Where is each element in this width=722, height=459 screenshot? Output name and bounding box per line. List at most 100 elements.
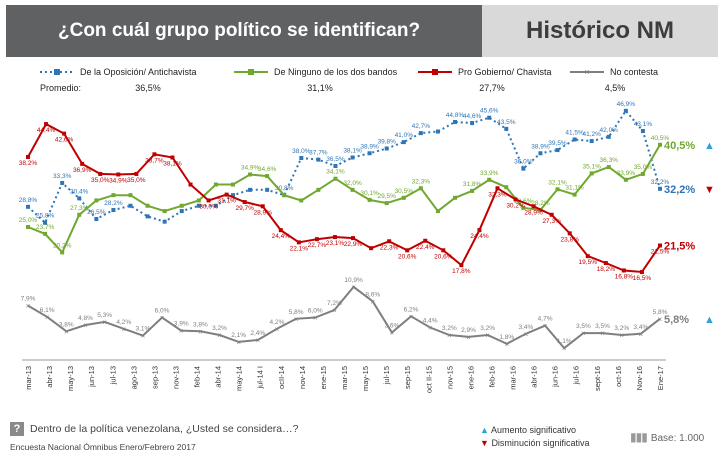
point-3-10: × xyxy=(217,331,222,340)
point-1-22 xyxy=(401,195,406,200)
point-1-3 xyxy=(77,212,82,217)
point-0-28 xyxy=(504,126,509,131)
point-3-3: × xyxy=(83,321,88,330)
data-label-0-28: 43,5% xyxy=(497,119,516,126)
data-label-3-25: 1,8% xyxy=(499,334,514,341)
point-1-18 xyxy=(333,176,338,181)
point-2-1 xyxy=(44,122,49,127)
data-label-2-10: 30,0% xyxy=(199,203,218,210)
question-text: Dentro de la política venezolana, ¿Usted… xyxy=(30,423,299,435)
brand-label: Histórico NM xyxy=(482,5,718,57)
point-2-30 xyxy=(567,231,572,236)
point-1-24 xyxy=(435,209,440,214)
point-3-1: × xyxy=(45,313,50,322)
point-0-17 xyxy=(316,157,321,162)
question-note: ? Dentro de la política venezolana, ¿Uste… xyxy=(10,422,298,436)
point-0-36 xyxy=(640,128,645,133)
point-1-21 xyxy=(384,201,389,206)
question-icon: ? xyxy=(10,422,24,436)
point-0-14 xyxy=(265,187,270,192)
data-label-1-21: 29,5% xyxy=(377,193,396,200)
point-2-33 xyxy=(621,268,626,273)
data-label-0-1: 25,8% xyxy=(36,213,55,220)
significance-legend: ▲ Aumento significativo ▼ Disminución si… xyxy=(480,424,589,450)
final-label-2: 21,5% xyxy=(664,241,695,253)
data-label-0-34: 42,0% xyxy=(600,127,619,134)
point-3-27: × xyxy=(543,322,548,331)
point-1-15 xyxy=(282,193,287,198)
data-label-3-1: 6,1% xyxy=(40,307,55,314)
point-0-12 xyxy=(230,193,235,198)
point-0-4 xyxy=(94,217,99,222)
average-0: 36,5% xyxy=(135,83,161,93)
x-tick-12: ocII-14 xyxy=(277,366,286,389)
point-1-26 xyxy=(470,188,475,193)
point-2-10 xyxy=(206,198,211,203)
data-label-0-17: 37,7% xyxy=(309,150,328,157)
data-label-2-1: 44,4% xyxy=(37,127,56,134)
legend-up-label: Aumento significativo xyxy=(490,425,576,435)
data-label-3-28: 1,1% xyxy=(557,338,572,345)
point-3-6: × xyxy=(141,332,146,341)
point-0-21 xyxy=(384,146,389,151)
x-tick-9: abr-14 xyxy=(214,366,223,388)
data-label-2-18: 22,9% xyxy=(344,241,363,248)
data-label-1-14: 34,6% xyxy=(258,166,277,173)
data-label-0-25: 44,8% xyxy=(446,112,465,119)
point-1-5 xyxy=(111,193,116,198)
data-label-0-5: 28,2% xyxy=(104,200,123,207)
point-0-3 xyxy=(77,196,82,201)
data-label-2-34: 16,5% xyxy=(633,275,652,282)
data-label-2-23: 20,6% xyxy=(434,253,453,260)
point-2-16 xyxy=(314,237,319,242)
point-0-34 xyxy=(606,134,611,139)
point-3-17: × xyxy=(351,283,356,292)
data-label-3-15: 6,0% xyxy=(308,308,323,315)
average-3: 4,5% xyxy=(605,83,626,93)
data-label-1-37: 40,5% xyxy=(651,135,670,142)
point-2-21 xyxy=(405,248,410,253)
point-3-9: × xyxy=(198,327,203,336)
data-label-0-27: 45,6% xyxy=(480,108,499,115)
point-3-7: × xyxy=(160,314,165,323)
point-3-8: × xyxy=(179,327,184,336)
data-label-2-2: 42,6% xyxy=(55,137,74,144)
point-1-35 xyxy=(623,177,628,182)
data-label-2-13: 28,9% xyxy=(254,209,273,216)
point-3-24: × xyxy=(485,331,490,340)
point-1-20 xyxy=(367,197,372,202)
x-tick-23: mar-16 xyxy=(509,366,518,390)
point-2-17 xyxy=(332,235,337,240)
point-2-25 xyxy=(477,228,482,233)
point-1-14 xyxy=(265,174,270,179)
data-label-3-33: 5,8% xyxy=(653,309,668,316)
promedio-label: Promedio: xyxy=(40,83,81,93)
data-label-1-36: 35,0% xyxy=(634,164,653,171)
data-label-0-37: 32,2% xyxy=(651,179,670,186)
point-3-4: × xyxy=(102,318,107,327)
data-label-2-6: 35,0% xyxy=(127,177,146,184)
data-label-2-28: 28,9% xyxy=(524,209,543,216)
data-label-0-23: 42,7% xyxy=(412,123,431,130)
triangle-up-icon: ▲ xyxy=(480,425,489,435)
point-3-2: × xyxy=(64,327,69,336)
x-tick-5: ago-13 xyxy=(129,366,138,389)
data-label-1-22: 30,5% xyxy=(395,188,414,195)
point-3-31: × xyxy=(619,331,624,340)
data-label-3-0: 7,9% xyxy=(21,296,36,303)
data-label-3-29: 3,5% xyxy=(576,323,591,330)
point-3-20: × xyxy=(409,312,414,321)
data-label-0-16: 38,0% xyxy=(292,148,311,155)
data-label-3-9: 3,8% xyxy=(193,321,208,328)
data-label-0-2: 33,3% xyxy=(53,173,72,180)
point-3-25: × xyxy=(504,340,509,349)
data-label-2-3: 36,9% xyxy=(73,167,92,174)
data-label-2-32: 18,2% xyxy=(597,266,616,273)
point-0-27 xyxy=(487,115,492,120)
point-0-37 xyxy=(658,186,662,191)
data-label-3-6: 3,1% xyxy=(135,326,150,333)
point-2-35 xyxy=(658,243,662,248)
data-label-2-30: 23,8% xyxy=(560,236,579,243)
point-0-30 xyxy=(538,151,543,156)
data-label-3-18: 8,6% xyxy=(365,291,380,298)
